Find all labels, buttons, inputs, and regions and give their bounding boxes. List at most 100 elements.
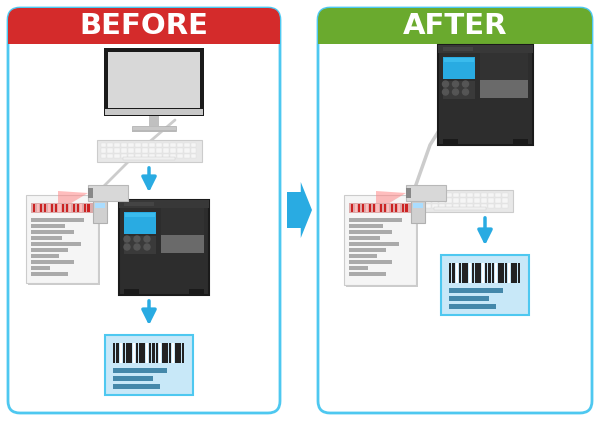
Bar <box>93 201 107 223</box>
Bar <box>31 254 59 258</box>
Bar <box>162 343 164 363</box>
Bar <box>362 204 364 212</box>
Bar <box>152 343 155 363</box>
Bar <box>349 254 377 258</box>
Bar <box>514 263 517 283</box>
Bar <box>455 263 458 283</box>
Bar <box>105 335 193 395</box>
Bar <box>318 20 592 44</box>
Bar <box>508 263 511 283</box>
Bar <box>113 368 167 373</box>
Bar <box>80 204 82 212</box>
Bar <box>406 185 446 201</box>
Circle shape <box>144 244 150 250</box>
Bar <box>467 198 473 203</box>
Bar <box>55 204 57 212</box>
Bar <box>101 148 106 153</box>
Bar <box>443 81 475 99</box>
Bar <box>123 343 125 363</box>
Bar <box>26 195 98 283</box>
Bar <box>351 204 353 212</box>
Bar <box>170 143 176 147</box>
Bar <box>443 47 473 51</box>
Bar <box>177 143 182 147</box>
Bar <box>126 343 128 363</box>
Bar <box>88 185 128 201</box>
Bar <box>425 198 431 203</box>
Bar <box>119 200 209 295</box>
Bar <box>425 204 431 208</box>
Bar <box>349 236 380 240</box>
Bar <box>31 242 80 246</box>
Bar <box>101 143 106 147</box>
Bar <box>412 198 418 203</box>
Bar <box>115 154 120 158</box>
Bar <box>139 343 142 363</box>
Bar <box>474 193 480 197</box>
Bar <box>97 140 202 162</box>
Bar <box>495 263 497 283</box>
Bar <box>133 343 135 363</box>
Bar <box>488 198 494 203</box>
Bar <box>398 204 400 212</box>
Polygon shape <box>287 182 312 238</box>
Bar <box>467 204 473 208</box>
Bar <box>380 204 382 212</box>
Bar <box>142 148 148 153</box>
Bar <box>349 224 383 228</box>
Bar <box>58 204 61 212</box>
Text: BEFORE: BEFORE <box>79 12 209 40</box>
Bar <box>128 148 134 153</box>
Bar <box>124 289 139 295</box>
Circle shape <box>144 236 150 242</box>
Bar <box>418 193 424 197</box>
Bar <box>170 154 176 158</box>
Circle shape <box>124 236 130 242</box>
Bar <box>191 143 196 147</box>
Bar <box>349 203 411 213</box>
Bar <box>65 204 68 212</box>
Bar <box>449 304 496 309</box>
Bar <box>502 204 508 208</box>
Bar <box>136 343 139 363</box>
Bar <box>349 230 392 234</box>
Circle shape <box>124 244 130 250</box>
Bar <box>149 116 159 126</box>
Bar <box>31 218 83 222</box>
Bar <box>446 204 452 208</box>
Bar <box>159 343 161 363</box>
Bar <box>156 154 162 158</box>
Bar <box>33 204 35 212</box>
Bar <box>452 263 455 283</box>
Bar <box>44 204 46 212</box>
Bar <box>88 188 93 198</box>
Bar <box>412 193 418 197</box>
Bar <box>132 130 176 132</box>
Bar <box>135 148 141 153</box>
Bar <box>472 263 475 283</box>
Bar <box>453 198 459 203</box>
Bar <box>373 204 375 212</box>
Bar <box>475 263 478 283</box>
Bar <box>119 200 209 208</box>
Bar <box>346 197 418 287</box>
Bar <box>502 198 508 203</box>
Bar <box>449 288 503 293</box>
Bar <box>113 376 152 381</box>
Bar <box>149 143 155 147</box>
Bar <box>434 207 486 210</box>
Bar <box>479 53 527 80</box>
Bar <box>31 224 65 228</box>
Bar <box>135 143 141 147</box>
Bar <box>28 197 100 285</box>
Bar <box>163 148 169 153</box>
Bar <box>485 263 487 283</box>
Text: AFTER: AFTER <box>403 12 507 40</box>
Bar <box>467 193 473 197</box>
Bar <box>511 263 514 283</box>
Bar <box>439 198 445 203</box>
Bar <box>161 208 204 235</box>
Circle shape <box>443 81 449 87</box>
Bar <box>189 289 204 295</box>
Polygon shape <box>376 191 406 211</box>
